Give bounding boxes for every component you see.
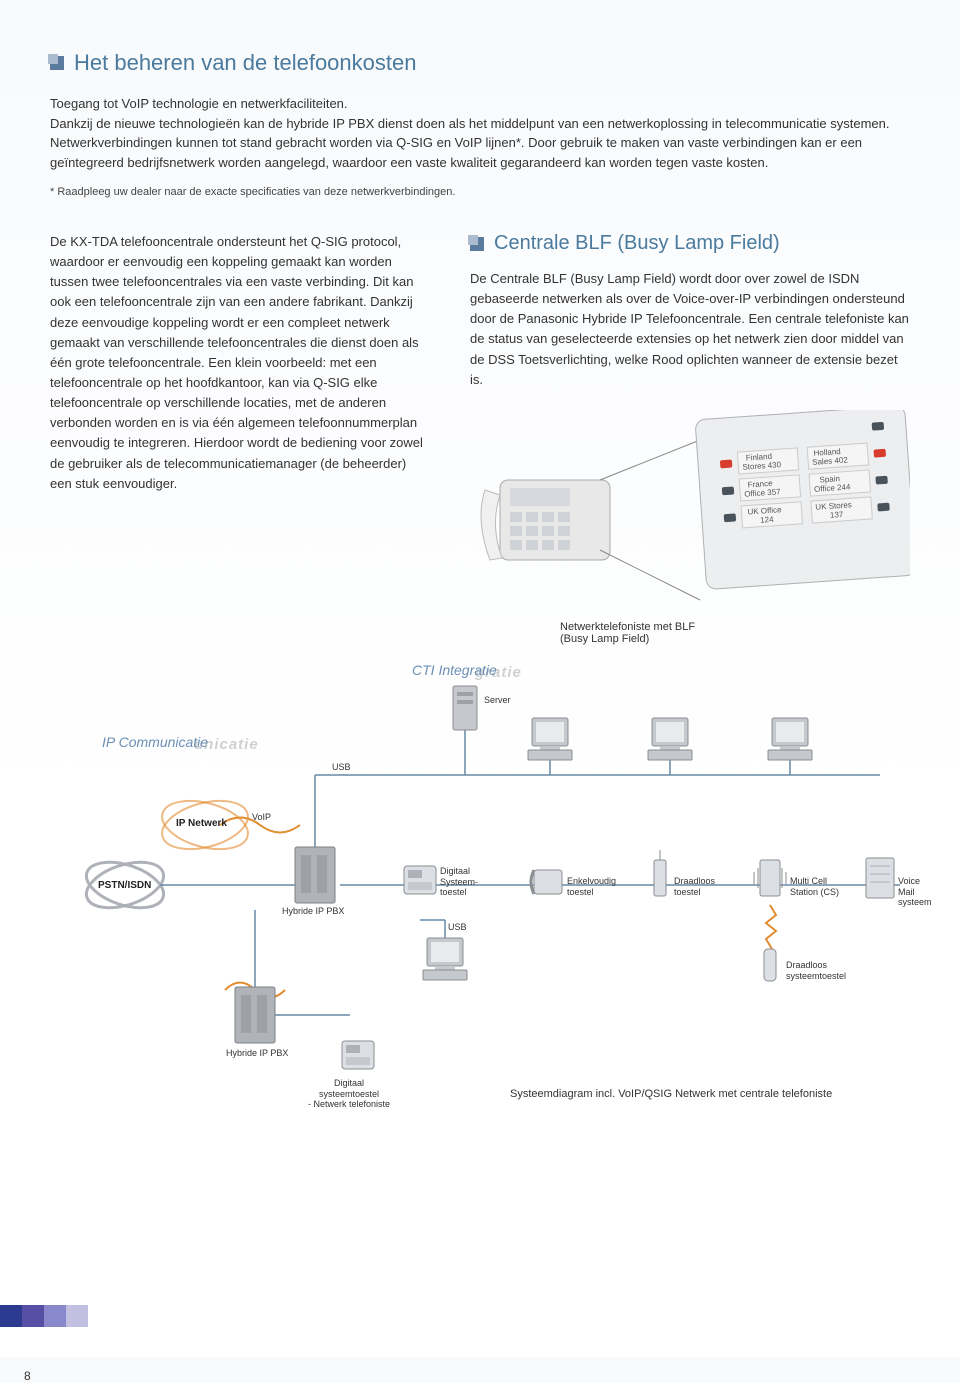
label-server: Server: [484, 695, 511, 706]
page-number: 8: [24, 1369, 31, 1383]
page-title: Het beheren van de telefoonkosten: [50, 50, 910, 76]
label-usb1: USB: [332, 762, 351, 773]
label-pstn: PSTN/ISDN: [98, 880, 151, 891]
footer-box-3: [44, 1305, 66, 1327]
label-draadloos: Draadloos toestel: [674, 876, 715, 898]
right-column: Centrale BLF (Busy Lamp Field) De Centra…: [470, 232, 910, 630]
label-voip: VoIP: [252, 812, 271, 823]
phone-illustration: FinlandStores 430 HollandSales 402 Franc…: [470, 410, 910, 610]
label-enkel: Enkelvoudig toestel: [567, 876, 616, 898]
label-hybrid2: Hybride IP PBX: [226, 1048, 288, 1059]
phone-caption: Netwerktelefoniste met BLF (Busy Lamp Fi…: [560, 621, 910, 645]
svg-text:124: 124: [760, 515, 774, 525]
label-digital1: Digitaal Systeem- toestel: [440, 866, 478, 898]
title-bullet-icon: [50, 56, 64, 70]
intro-paragraph: Toegang tot VoIP technologie en netwerkf…: [50, 94, 910, 172]
two-column-layout: De KX-TDA telefooncentrale ondersteunt h…: [50, 232, 910, 630]
title-bullet-icon: [470, 237, 484, 251]
footer-box-2: [22, 1305, 44, 1327]
phone-figure: FinlandStores 430 HollandSales 402 Franc…: [470, 410, 910, 630]
blf-title-text: Centrale BLF (Busy Lamp Field): [494, 232, 780, 255]
page-title-text: Het beheren van de telefoonkosten: [74, 50, 416, 76]
footer-box-1: [0, 1305, 22, 1327]
diagram-caption: Systeemdiagram incl. VoIP/QSIG Netwerk m…: [510, 1088, 832, 1100]
label-usb2: USB: [448, 922, 467, 933]
label-draadloos2: Draadloos systeemtoestel: [786, 960, 846, 982]
label-multicell: Multi Cell Station (CS): [790, 876, 839, 898]
main-title-row: Het beheren van de telefoonkosten: [50, 50, 910, 76]
footnote-text: * Raadpleeg uw dealer naar de exacte spe…: [50, 186, 910, 198]
left-column: De KX-TDA telefooncentrale ondersteunt h…: [50, 232, 430, 630]
label-voicemail: Voice Mail systeem: [898, 876, 932, 908]
footer-color-boxes: [0, 1305, 88, 1327]
label-digital2: Digitaal systeemtoestel - Netwerk telefo…: [308, 1078, 390, 1110]
svg-text:137: 137: [830, 510, 844, 520]
footer-box-4: [66, 1305, 88, 1327]
left-body: De KX-TDA telefooncentrale ondersteunt h…: [50, 232, 430, 494]
label-ipnetwork: IP Netwerk: [176, 818, 227, 829]
blf-body: De Centrale BLF (Busy Lamp Field) wordt …: [470, 269, 910, 390]
network-diagram: gratie CTI Integratie unicatie IP Commun…: [50, 660, 910, 1140]
label-hybrid1: Hybride IP PBX: [282, 906, 344, 917]
blf-title-row: Centrale BLF (Busy Lamp Field): [470, 232, 910, 255]
diagram-svg: [50, 660, 920, 1140]
